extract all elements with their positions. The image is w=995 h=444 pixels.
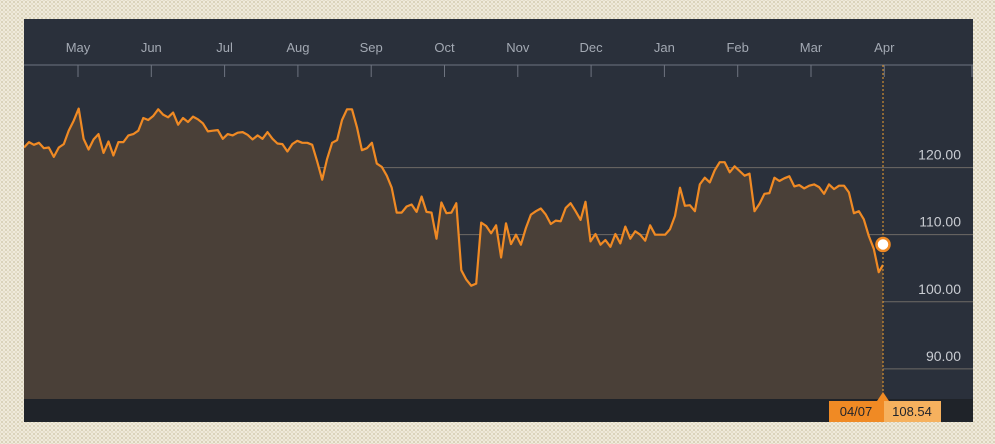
last-point-marker — [875, 236, 891, 253]
series-line — [24, 107, 884, 287]
x-axis: May Jun Jul Aug Sep Oct Nov Dec Jan Feb Mar Apr — [24, 40, 973, 77]
x-tick-label: Nov — [506, 40, 530, 55]
line-layer — [24, 107, 884, 287]
tooltip-date: 04/07 — [840, 404, 873, 419]
y-axis: 120.00 110.00 100.00 90.00 — [918, 147, 961, 364]
x-tick-label: May — [66, 40, 91, 55]
series-area — [24, 108, 883, 399]
tooltip-date-bg — [829, 401, 884, 422]
x-tick-label: Jun — [141, 40, 162, 55]
tooltip-value-bg — [884, 401, 941, 422]
bottom-strip — [24, 399, 973, 422]
x-tick-label: Dec — [580, 40, 604, 55]
chart-svg: May Jun Jul Aug Sep Oct Nov Dec Jan Feb Mar Apr 120… — [24, 19, 973, 422]
y-tick-label: 120.00 — [918, 147, 961, 163]
y-tick-label: 90.00 — [926, 348, 961, 364]
x-tick-label: Aug — [286, 40, 309, 55]
tooltip-arrow — [877, 392, 889, 401]
price-chart: May Jun Jul Aug Sep Oct Nov Dec Jan Feb Mar Apr 120… — [24, 19, 973, 422]
x-tick-label: Apr — [874, 40, 895, 55]
x-tick-label: Jul — [216, 40, 233, 55]
y-tick-label: 100.00 — [918, 281, 961, 297]
y-tick-label: 110.00 — [919, 214, 961, 230]
area-layer — [24, 108, 883, 399]
month-axis-band — [24, 19, 973, 65]
last-value-tooltip: 04/07 108.54 — [829, 392, 941, 422]
tooltip-value: 108.54 — [892, 404, 932, 419]
marker-layer — [875, 65, 891, 399]
x-tick-label: Jan — [654, 40, 675, 55]
x-tick-label: Feb — [726, 40, 748, 55]
x-tick-label: Oct — [434, 40, 455, 55]
x-tick-label: Sep — [360, 40, 383, 55]
x-tick-label: Mar — [800, 40, 823, 55]
